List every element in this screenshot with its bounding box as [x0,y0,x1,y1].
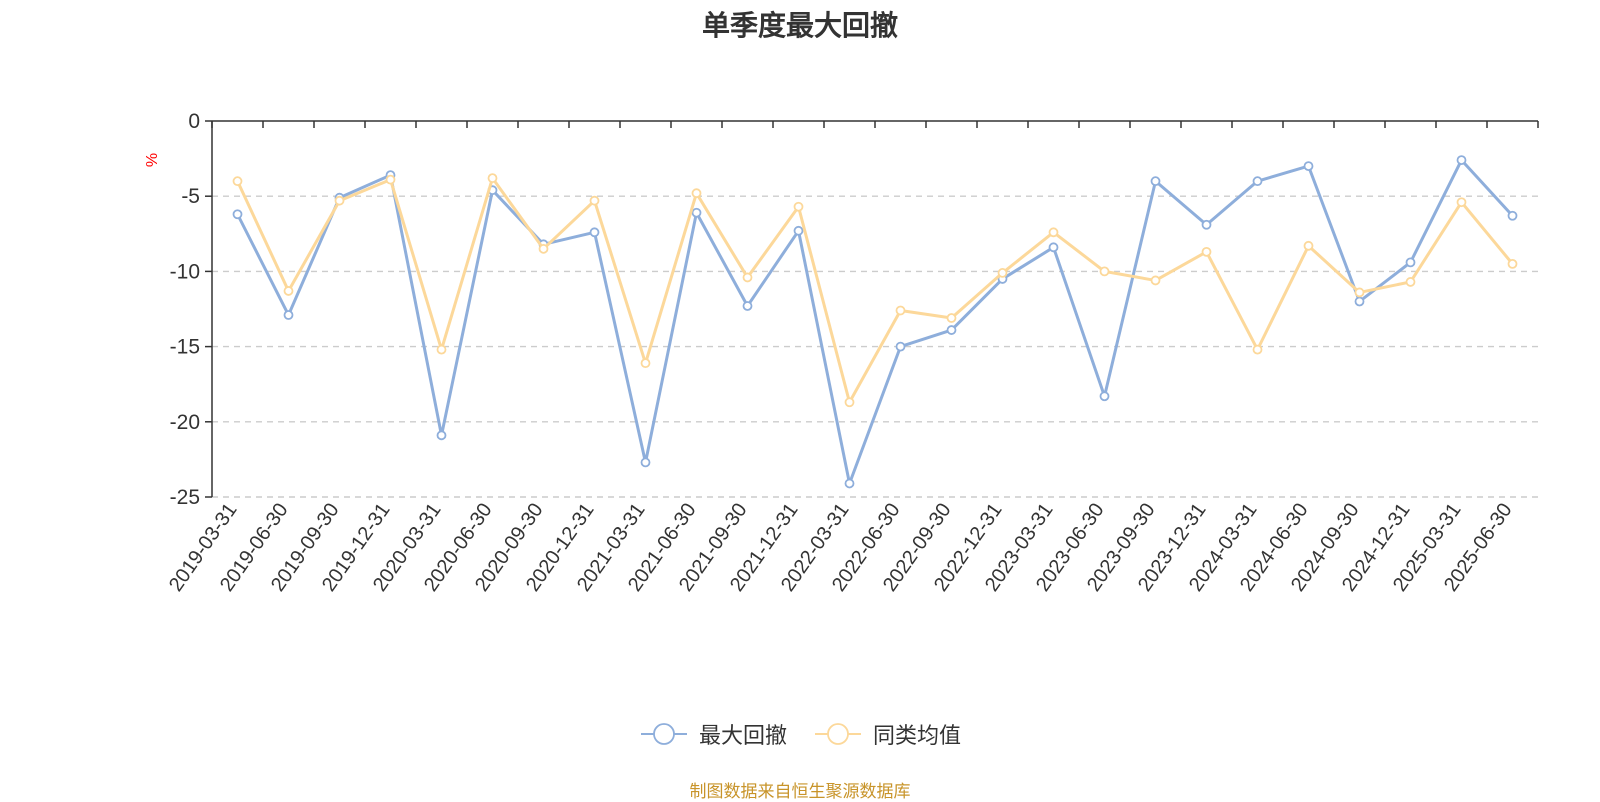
data-point[interactable] [589,227,600,238]
data-point[interactable] [1354,296,1365,307]
data-point[interactable] [742,272,753,283]
data-point[interactable] [589,195,600,206]
data-point[interactable] [1099,391,1110,402]
data-point[interactable] [793,201,804,212]
series [232,155,1518,489]
legend-symbol [815,723,861,745]
data-point[interactable] [487,173,498,184]
y-tick-label: -20 [170,411,200,434]
data-point[interactable] [232,176,243,187]
data-point[interactable] [385,174,396,185]
data-point[interactable] [1507,210,1518,221]
data-point[interactable] [1150,176,1161,187]
data-point[interactable] [334,195,345,206]
legend: 最大回撤 同类均值 [0,718,1600,750]
data-point[interactable] [946,313,957,323]
data-point[interactable] [232,209,243,220]
data-point[interactable] [1456,155,1467,166]
legend-marker [653,723,675,745]
data-point[interactable] [1150,275,1161,286]
data-point[interactable] [895,341,906,352]
data-point[interactable] [640,457,651,468]
legend-label: 同类均值 [873,724,962,749]
data-point[interactable] [1048,242,1059,253]
source-note: 制图数据来自恒生聚源数据库 [689,782,911,802]
data-point[interactable] [1201,246,1212,257]
data-point[interactable] [844,397,855,408]
data-point[interactable] [640,358,651,369]
data-point[interactable] [844,478,855,489]
y-tick-label: -15 [170,336,200,359]
y-tick-label: -10 [170,260,200,283]
data-point[interactable] [1303,240,1314,251]
data-point[interactable] [997,268,1008,278]
legend-item[interactable]: 最大回撤 [639,718,787,750]
grid-lines [212,195,1538,498]
data-point[interactable] [1405,257,1416,268]
data-point[interactable] [1456,197,1467,208]
data-point[interactable] [1099,266,1110,277]
data-point[interactable] [1354,287,1365,298]
data-point[interactable] [436,344,447,355]
data-point[interactable] [742,301,753,311]
data-point[interactable] [283,310,294,320]
data-point[interactable] [793,225,804,236]
data-point[interactable] [691,207,702,218]
data-point[interactable] [895,305,906,316]
data-point[interactable] [1048,227,1059,238]
y-tick-label: -25 [170,486,200,509]
data-point[interactable] [283,286,294,296]
data-point[interactable] [538,243,549,254]
data-point[interactable] [1252,344,1263,355]
legend-item[interactable]: 同类均值 [813,718,961,750]
data-point[interactable] [691,188,702,199]
legend-label: 最大回撤 [698,724,787,749]
series-line [236,176,1514,404]
legend-marker [827,723,849,745]
chart-title: 单季度最大回撤 [701,9,898,42]
data-point[interactable] [1405,277,1416,287]
data-point[interactable] [1303,161,1314,172]
data-point[interactable] [1252,176,1263,187]
data-point[interactable] [1201,219,1212,230]
data-point[interactable] [436,430,447,441]
series-1 [232,173,1518,408]
y-tick-label: 0 [188,110,200,133]
data-point[interactable] [946,325,957,335]
series-line [236,158,1514,485]
data-point[interactable] [1507,258,1518,269]
series-0 [232,155,1518,489]
y-tick-label: -5 [181,185,200,208]
legend-symbol [640,723,687,745]
y-axis-unit-label: % [144,153,161,167]
